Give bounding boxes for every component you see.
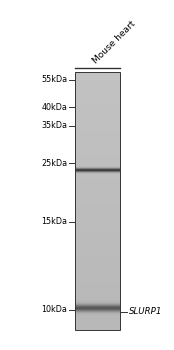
Text: 10kDa: 10kDa [41, 306, 67, 315]
Bar [75, 72, 120, 330]
Text: 35kDa: 35kDa [41, 121, 67, 131]
Text: 40kDa: 40kDa [41, 103, 67, 112]
Text: 25kDa: 25kDa [41, 159, 67, 168]
Text: SLURP1: SLURP1 [129, 308, 162, 316]
Text: 55kDa: 55kDa [41, 76, 67, 84]
Text: 15kDa: 15kDa [41, 217, 67, 226]
Text: Mouse heart: Mouse heart [91, 19, 137, 65]
